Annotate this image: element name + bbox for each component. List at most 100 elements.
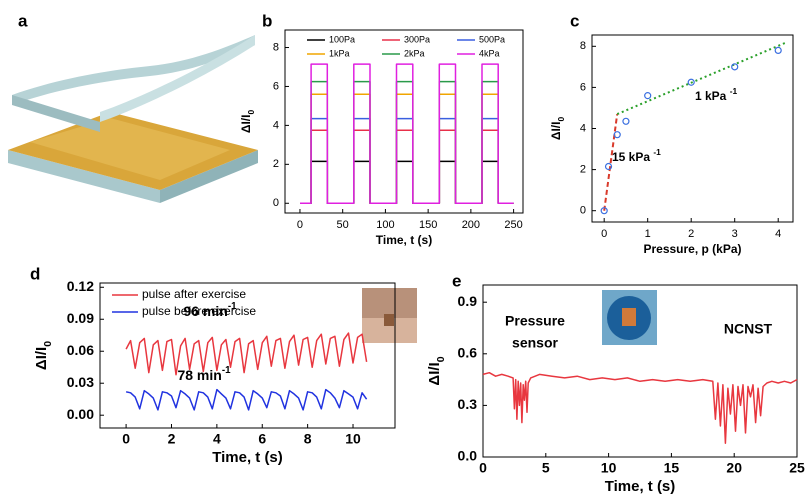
y-tick-label: 0.00 xyxy=(67,406,94,422)
data-line xyxy=(125,388,368,411)
data-line xyxy=(482,371,798,444)
y-tick-label: 0.03 xyxy=(67,374,94,390)
data-point xyxy=(687,78,695,86)
plot-frame xyxy=(482,284,798,458)
panel-label: c xyxy=(570,11,579,30)
x-tick-label: 1 xyxy=(645,228,651,240)
x-tick-label: 15 xyxy=(664,460,680,476)
sheet-surface xyxy=(100,35,255,122)
plot-frame xyxy=(284,29,524,214)
y-axis-label: ΔI/I0 xyxy=(239,110,256,134)
y-tick-label: 0.12 xyxy=(67,278,94,294)
x-tick-label: 4 xyxy=(213,431,221,447)
x-tick-label: 0 xyxy=(601,228,607,240)
annotation-sup: -1 xyxy=(228,301,237,312)
slab-front xyxy=(8,150,160,203)
x-tick-label: 10 xyxy=(345,431,361,447)
annotation: 1 kPa -1 xyxy=(695,86,737,103)
data-line xyxy=(125,332,368,376)
x-axis-label: Pressure, p (kPa) xyxy=(643,242,741,256)
legend-label: 300Pa xyxy=(404,34,430,44)
y-axis-label: ΔI/I0 xyxy=(426,356,447,385)
y-tick-label: 0.09 xyxy=(67,310,94,326)
y-tick-label: 0 xyxy=(273,197,279,209)
annotation-main: 1 kPa xyxy=(695,89,730,103)
slab-side xyxy=(160,150,258,203)
y-tick-label: 0 xyxy=(580,205,586,217)
y-tick-label: 4 xyxy=(273,119,279,131)
annotation: sensor xyxy=(512,335,558,351)
y-axis-label-main: ΔI/I xyxy=(426,362,443,385)
slab-texture xyxy=(30,118,230,180)
y-tick-label: 2 xyxy=(580,164,586,176)
data-point xyxy=(644,92,652,100)
x-tick-label: 150 xyxy=(419,219,437,231)
y-axis-label: ΔI/I0 xyxy=(33,341,54,370)
x-tick-label: 50 xyxy=(337,219,349,231)
panel-label: a xyxy=(18,11,28,30)
x-tick-label: 6 xyxy=(258,431,266,447)
data-point xyxy=(613,131,621,139)
plot-frame xyxy=(99,282,396,429)
annotation: Pressure xyxy=(505,313,565,329)
x-tick-label: 20 xyxy=(726,460,742,476)
data-line xyxy=(300,63,514,205)
annotation: NCNST xyxy=(724,321,773,337)
y-axis-label: ΔI/I0 xyxy=(549,117,566,141)
data-point xyxy=(731,63,739,71)
x-tick-label: 5 xyxy=(542,460,550,476)
panel-label: d xyxy=(30,264,40,283)
y-tick-label: 8 xyxy=(580,40,586,52)
x-tick-label: 10 xyxy=(601,460,617,476)
annotation-sup: -1 xyxy=(730,86,738,96)
data-point xyxy=(774,46,782,55)
data-point xyxy=(604,162,613,171)
y-tick-label: 4 xyxy=(580,122,586,134)
x-tick-label: 2 xyxy=(688,228,694,240)
x-tick-label: 0 xyxy=(479,460,487,476)
sheet-edge xyxy=(12,95,100,132)
y-tick-label: 6 xyxy=(273,80,279,92)
y-tick-label: 0.9 xyxy=(458,293,478,309)
y-axis-label-main: ΔI/I xyxy=(239,115,253,134)
x-axis-label: Time, t (s) xyxy=(376,233,432,247)
annotation-main: 78 min xyxy=(177,367,221,383)
annotation: 96 min-1 xyxy=(183,301,237,319)
x-tick-label: 250 xyxy=(504,219,522,231)
sensor-photo-sample xyxy=(622,308,636,326)
x-tick-label: 8 xyxy=(304,431,312,447)
y-axis-label-sub: 0 xyxy=(435,356,447,362)
annotation-main: 96 min xyxy=(183,303,227,319)
annotation-sup: -1 xyxy=(222,365,231,376)
legend-label: 100Pa xyxy=(329,34,355,44)
data-point xyxy=(622,117,630,125)
y-tick-label: 0.3 xyxy=(458,396,478,412)
fit-line xyxy=(603,113,619,211)
panel-label: e xyxy=(452,271,461,290)
legend-label: 2kPa xyxy=(404,48,425,58)
y-tick-label: 8 xyxy=(273,41,279,53)
device-illustration xyxy=(8,35,258,203)
x-tick-label: 0 xyxy=(122,431,130,447)
wrist-photo-sensor xyxy=(384,314,394,326)
legend-label: pulse after exercise xyxy=(142,287,246,301)
x-axis-label: Time, t (s) xyxy=(212,449,283,466)
legend-label: 1kPa xyxy=(329,48,350,58)
annotation: 78 min-1 xyxy=(177,365,231,383)
x-tick-label: 25 xyxy=(789,460,805,476)
y-axis-label-main: ΔI/I xyxy=(549,122,563,141)
x-axis-label: Time, t (s) xyxy=(605,478,676,495)
legend-label: 500Pa xyxy=(479,34,505,44)
legend-label: pulse before exercise xyxy=(142,304,256,318)
x-tick-label: 0 xyxy=(297,219,303,231)
y-tick-label: 2 xyxy=(273,158,279,170)
y-axis-label-sub: 0 xyxy=(246,110,256,115)
annotation-main: 15 kPa xyxy=(612,150,653,164)
x-tick-label: 4 xyxy=(775,228,781,240)
legend-label: 4kPa xyxy=(479,48,500,58)
x-tick-label: 2 xyxy=(168,431,176,447)
y-tick-label: 0.0 xyxy=(458,448,478,464)
x-tick-label: 100 xyxy=(376,219,394,231)
data-point xyxy=(600,207,608,215)
